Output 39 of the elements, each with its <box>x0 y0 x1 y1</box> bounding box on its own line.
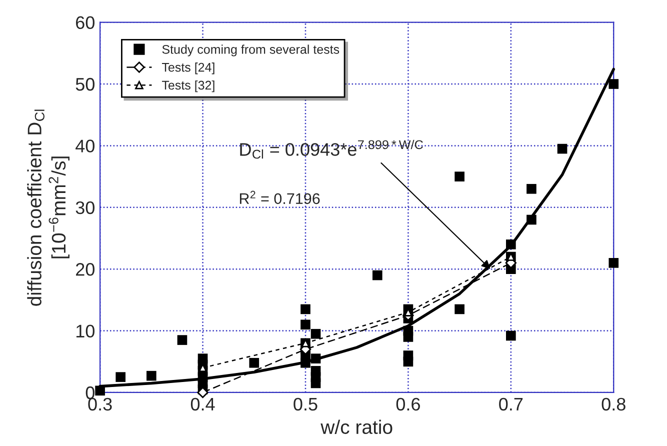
x-tick-label: 0.7 <box>499 398 523 411</box>
x-tick-label: 0.8 <box>602 398 626 411</box>
point <box>372 270 382 280</box>
point <box>300 304 310 314</box>
point <box>454 172 464 182</box>
point <box>249 358 260 368</box>
point <box>310 378 321 388</box>
y-tick-label: 40 <box>76 140 94 152</box>
text: diffusion coefficient D$_{Cl}$ [10$^{−6}$mm$^{2}$/s] <box>27 110 70 306</box>
annotation: D$_{Cl}$ = 0.0943*e$^{7.899*W/C}$ <box>240 140 423 159</box>
y-tick-label: 20 <box>76 263 94 276</box>
legend-label: Tests [24] <box>162 62 214 74</box>
point <box>95 386 105 396</box>
point <box>403 356 414 367</box>
y-tick-label: 10 <box>76 324 94 338</box>
y-tick-label: 0 <box>86 386 94 400</box>
x-tick-label: 0.4 <box>190 398 215 411</box>
point <box>608 79 619 89</box>
x-tick-label: 0.6 <box>396 398 420 411</box>
annotation: R$^{2}$ = 0.7196 <box>240 190 320 204</box>
point <box>506 330 516 341</box>
y-tick-label: 50 <box>76 78 94 91</box>
point <box>608 258 619 268</box>
point <box>526 184 536 194</box>
x-tick-label: 0.3 <box>88 398 112 411</box>
point <box>146 370 156 381</box>
y-tick-label: 60 <box>76 16 94 30</box>
point <box>403 332 414 342</box>
point <box>177 335 188 345</box>
y-tick-label: 30 <box>76 201 94 214</box>
point <box>557 144 568 154</box>
legend-label: Tests [32] <box>162 80 214 92</box>
x-tick-label: 0.5 <box>294 398 318 411</box>
x-axis-title: w/c ratio <box>320 420 392 434</box>
point <box>300 320 310 330</box>
point <box>454 304 464 314</box>
point <box>310 328 321 339</box>
legend-label: Study coming from several tests <box>162 44 340 56</box>
point <box>116 372 126 382</box>
